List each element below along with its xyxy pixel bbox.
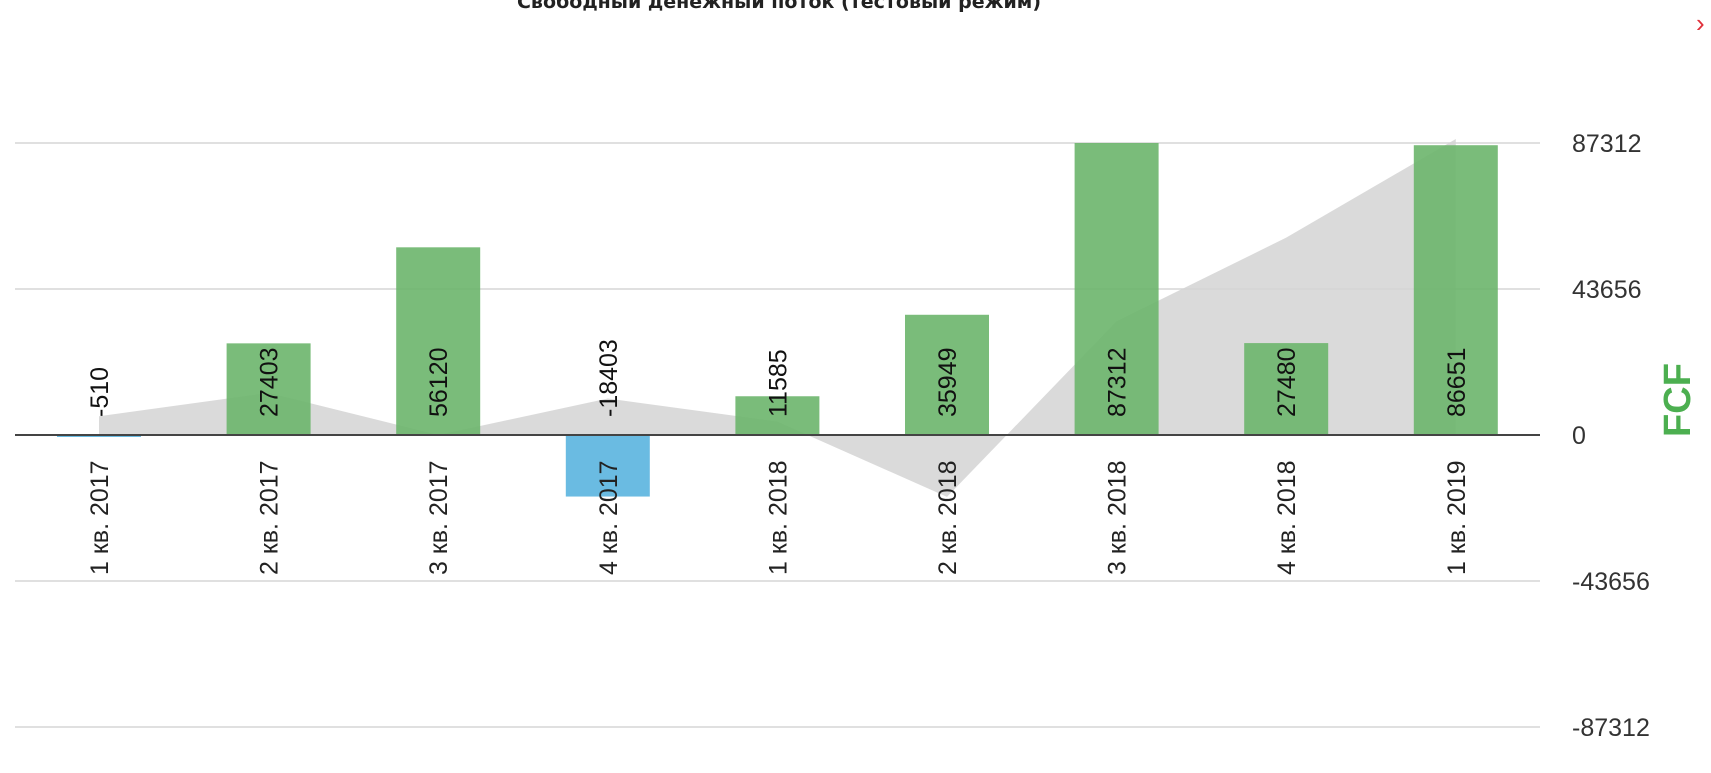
x-tick-label: 1 кв. 2018 xyxy=(764,460,792,575)
bar xyxy=(1074,143,1159,435)
area-layer xyxy=(99,139,1456,497)
y-tick-label: 87312 xyxy=(1572,130,1642,158)
bar-value-label: -18403 xyxy=(595,339,623,417)
x-tick-label: 4 кв. 2018 xyxy=(1273,460,1301,575)
bar-value-label: -510 xyxy=(86,367,114,417)
bar-layer xyxy=(57,143,1498,497)
label-layer: -510 1 кв. 2017 27403 2 кв. 2017 56120 3 кв. … xyxy=(86,339,1471,575)
x-tick-label: 1 кв. 2019 xyxy=(1443,460,1471,575)
bar xyxy=(396,247,481,435)
x-tick-label: 2 кв. 2018 xyxy=(934,460,962,575)
bar-value-label: 86651 xyxy=(1443,347,1471,417)
bar-value-label: 27403 xyxy=(256,347,284,417)
chart-title: Свободный денежный поток (тестовый режим… xyxy=(516,0,1042,13)
bar-value-label: 56120 xyxy=(425,347,453,417)
x-tick-label: 2 кв. 2017 xyxy=(256,460,284,575)
x-tick-label: 3 кв. 2018 xyxy=(1104,460,1132,575)
bar-value-label: 87312 xyxy=(1104,347,1132,417)
bar xyxy=(1244,343,1329,435)
bar xyxy=(1413,145,1498,435)
y-tick-label: -43656 xyxy=(1572,568,1650,596)
y-tick-label: 0 xyxy=(1572,422,1586,450)
close-icon: › xyxy=(1696,8,1705,38)
bar xyxy=(565,435,650,497)
bar xyxy=(226,343,311,435)
area-series xyxy=(99,139,1456,497)
bar-value-label: 27480 xyxy=(1273,347,1301,417)
x-tick-label: 1 кв. 2017 xyxy=(86,460,114,575)
x-tick-label: 4 кв. 2017 xyxy=(595,460,623,575)
bar-value-label: 11585 xyxy=(764,349,792,417)
x-tick-label: 3 кв. 2017 xyxy=(425,460,453,575)
y-axis-title: FCF xyxy=(1657,363,1699,437)
axis-layer: 87312 43656 0 -43656 -87312 FCF xyxy=(15,130,1699,742)
close-button[interactable]: › xyxy=(1696,8,1711,38)
bar xyxy=(735,396,820,435)
bar xyxy=(905,314,989,435)
bar-value-label: 35949 xyxy=(934,347,962,417)
y-tick-label: 43656 xyxy=(1572,276,1642,304)
y-tick-label: -87312 xyxy=(1572,714,1650,742)
